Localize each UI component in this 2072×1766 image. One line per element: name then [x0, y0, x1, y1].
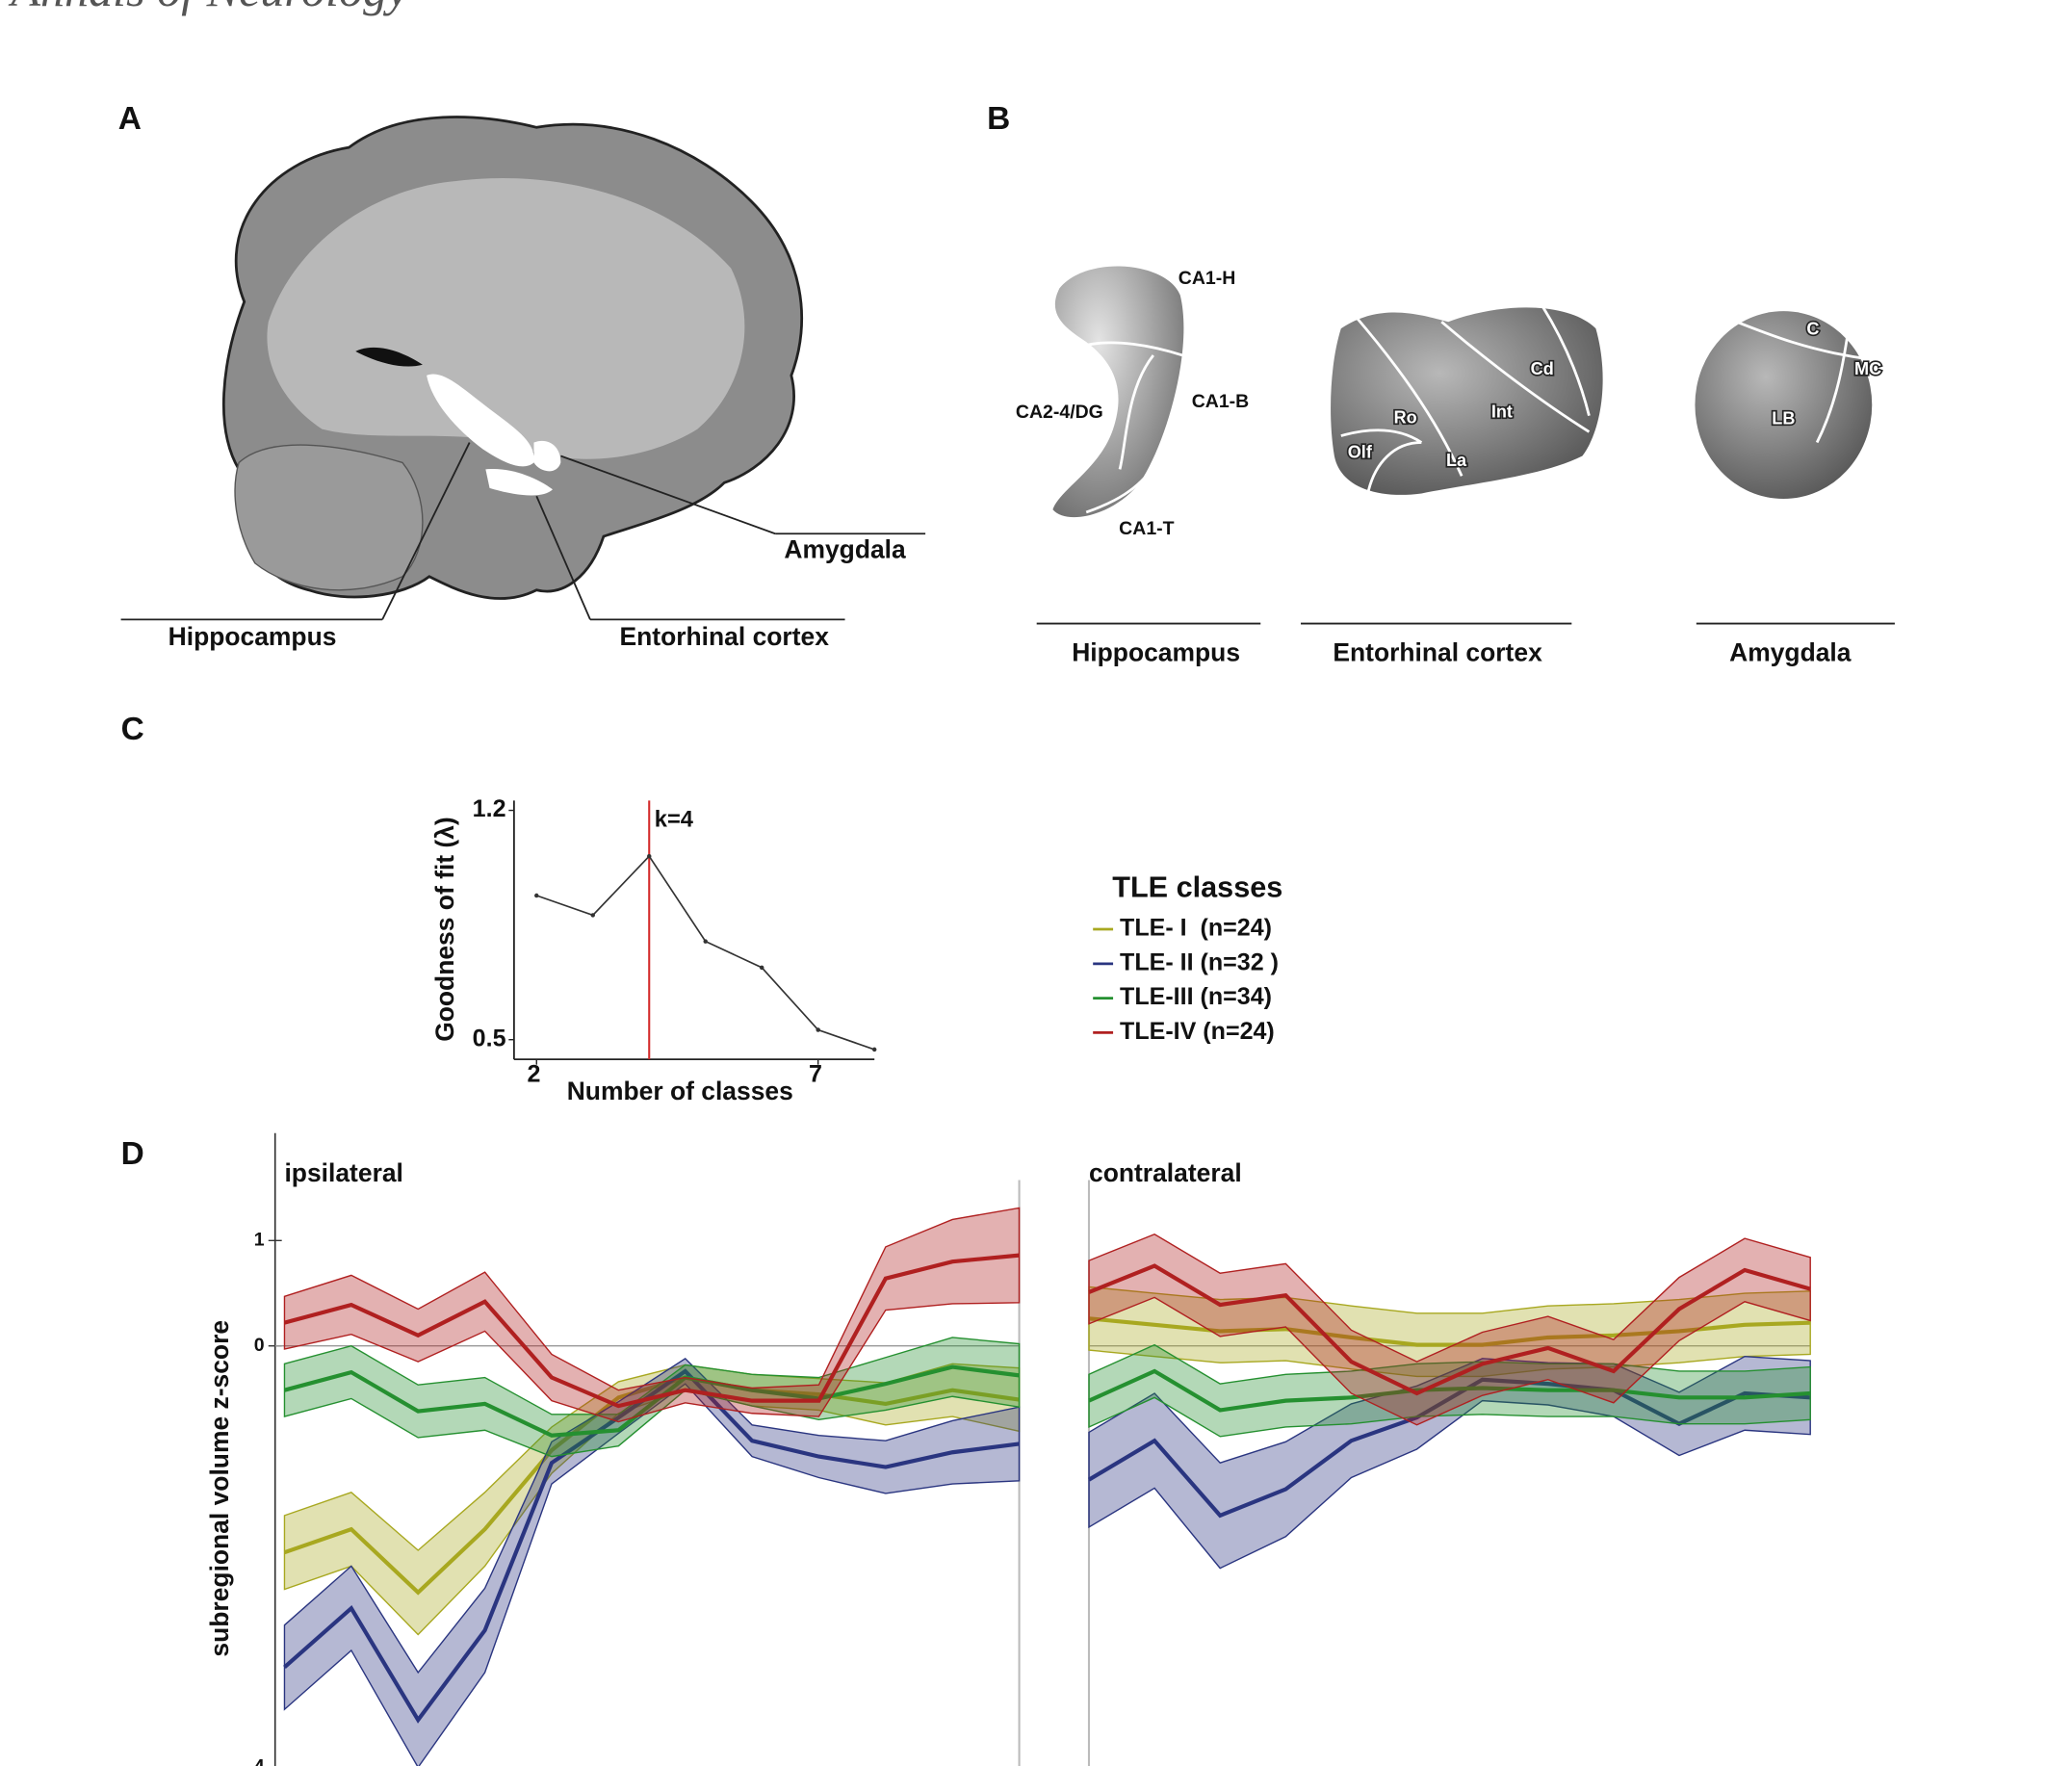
data-point	[590, 913, 595, 918]
subregion-label: La	[1446, 451, 1467, 470]
structure-label: Hippocampus	[168, 622, 337, 651]
panel-label: B	[987, 101, 1010, 137]
structure-label: Amygdala	[784, 534, 906, 563]
data-point	[534, 893, 539, 898]
journal-title: Annals of Neurology	[8, 0, 409, 16]
panel-title: ipsilateral	[284, 1158, 402, 1187]
confidence-band	[1088, 1355, 1811, 1570]
subregion-label: CA1-T	[1119, 518, 1174, 539]
subregion-label: CA1-B	[1192, 391, 1250, 412]
annotation-label: k=4	[655, 807, 694, 832]
y-tick-label: 0.5	[473, 1025, 506, 1052]
subregion-label: Cd	[1531, 359, 1554, 378]
leader-lines	[120, 442, 926, 621]
mean-line	[283, 1368, 1020, 1724]
entorhinal-surface	[1331, 304, 1603, 495]
x-tick-label: 2	[528, 1060, 541, 1087]
mean-line	[1087, 1377, 1811, 1519]
structure-label: Entorhinal cortex	[620, 622, 830, 651]
confidence-band	[1088, 1233, 1811, 1426]
y-tick-label: 1	[254, 1229, 265, 1250]
panel-label: A	[118, 101, 142, 137]
data-point	[647, 853, 652, 859]
subregion-label: C	[1806, 319, 1819, 338]
amygdala-surface	[1695, 311, 1873, 500]
subregion-label: MC	[1854, 359, 1881, 378]
legend-label: TLE- II (n=32 )	[1120, 948, 1279, 975]
x-tick-label: 7	[809, 1060, 822, 1087]
subregion-label: CA1-H	[1178, 268, 1236, 289]
subregion-label: CA2-4/DG	[1016, 402, 1103, 423]
legend-title: TLE classes	[1112, 870, 1282, 903]
subregion-label: Olf	[1348, 442, 1373, 461]
y-tick-label: 1.2	[473, 795, 506, 822]
data-point	[759, 965, 764, 971]
mean-line	[283, 1364, 1020, 1438]
data-point	[703, 939, 708, 944]
y-axis-label: Goodness of fit (λ)	[430, 817, 459, 1042]
panel-label: C	[121, 712, 144, 747]
mean-line	[1088, 1263, 1811, 1396]
subregion-label: Int	[1491, 403, 1513, 422]
x-axis-label: Number of classes	[567, 1077, 793, 1105]
subregion-label: LB	[1772, 409, 1795, 429]
y-axis-label: subregional volume z-score	[205, 1320, 234, 1657]
y-tick-label: -4	[247, 1756, 264, 1766]
hippocampus-surface	[1052, 266, 1184, 518]
panel-label: D	[121, 1136, 144, 1172]
data-line	[535, 854, 875, 1051]
legend-label: TLE-IV (n=24)	[1120, 1018, 1275, 1045]
mean-line	[283, 1375, 1020, 1596]
data-point	[816, 1027, 820, 1032]
structure-label: Entorhinal cortex	[1333, 638, 1542, 667]
y-tick-label: 0	[254, 1335, 265, 1356]
subregion-label: Ro	[1394, 407, 1417, 427]
legend-label: TLE- I (n=24)	[1120, 915, 1272, 942]
structure-label: Hippocampus	[1072, 638, 1240, 667]
mean-line	[1088, 1368, 1811, 1413]
structure-label: Amygdala	[1729, 638, 1852, 667]
legend-label: TLE-III (n=34)	[1120, 983, 1272, 1010]
mean-line	[283, 1253, 1020, 1409]
panel-title: contralateral	[1089, 1158, 1242, 1187]
brain-image	[221, 116, 804, 600]
data-point	[871, 1047, 877, 1052]
